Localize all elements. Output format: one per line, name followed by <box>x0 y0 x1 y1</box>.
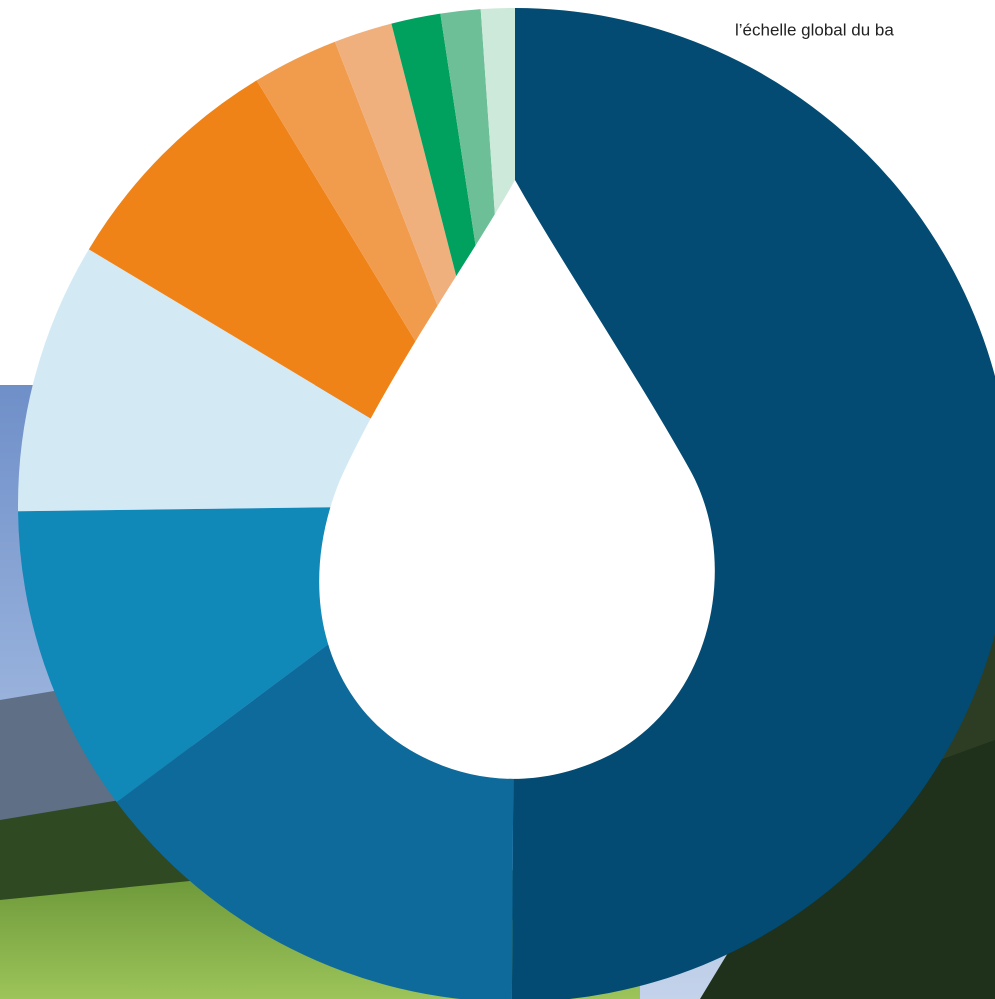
annotation: l’échelle global du ba <box>735 20 894 39</box>
water-drop <box>319 180 715 779</box>
pie-slice <box>511 8 995 999</box>
